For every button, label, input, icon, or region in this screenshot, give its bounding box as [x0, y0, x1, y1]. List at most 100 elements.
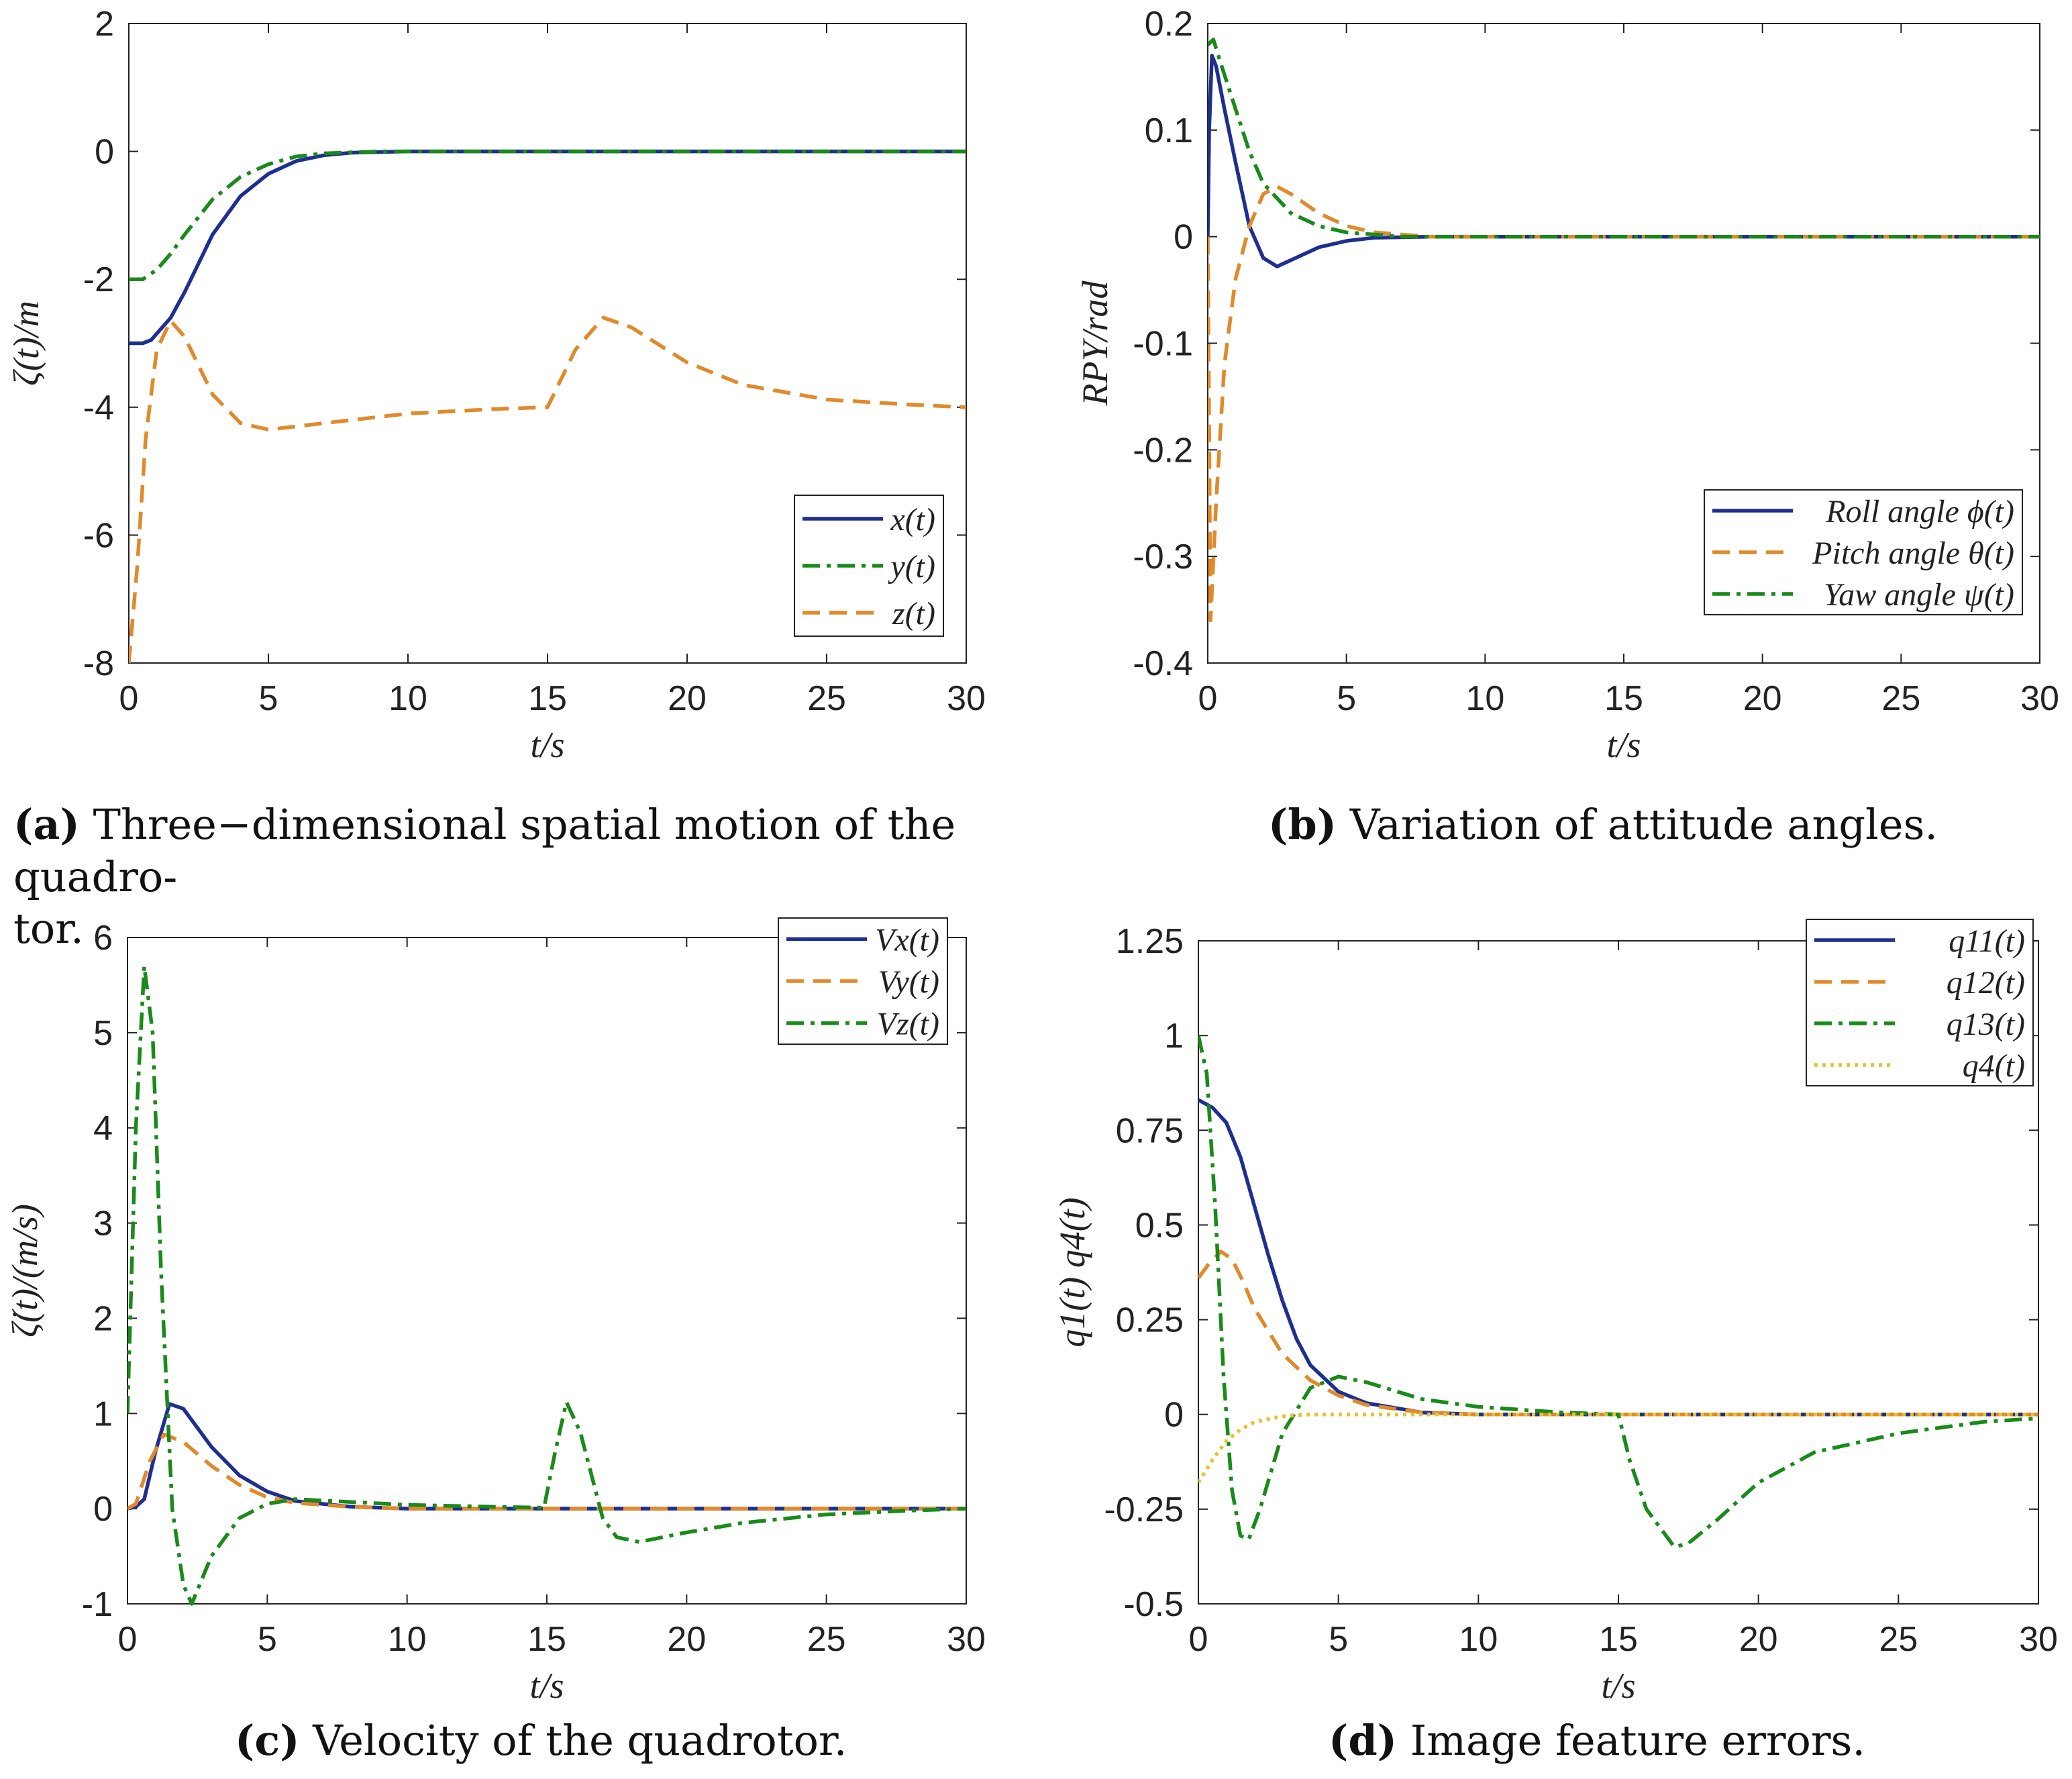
x-axis-label: t/s — [529, 1666, 564, 1706]
y-tick-label: 1 — [1164, 1017, 1184, 1056]
y-tick-label: -1 — [82, 1585, 113, 1624]
x-tick-label: 15 — [1604, 679, 1643, 718]
legend-label: q4(t) — [1963, 1048, 2025, 1084]
y-tick-label: 0.2 — [1145, 5, 1193, 44]
y-tick-label: 5 — [93, 1014, 113, 1053]
x-tick-label: 25 — [1881, 679, 1920, 718]
y-tick-label: 3 — [93, 1205, 113, 1243]
caption-d-letter: (d) — [1329, 1716, 1398, 1765]
x-tick-label: 10 — [389, 679, 427, 718]
y-tick-label: -8 — [83, 644, 114, 683]
x-tick-label: 15 — [527, 1620, 566, 1659]
y-tick-label: 1 — [93, 1394, 113, 1433]
chart-a: 0 5 10 15 20 25 30 -8 -6 -4 -2 0 2 t/s ζ(t)/m x(t) y(t) z… — [6, 5, 986, 765]
caption-d-text: Image feature errors. — [1410, 1716, 1866, 1765]
x-tick-label: 25 — [1879, 1620, 1918, 1659]
series-line-1 — [127, 1432, 966, 1511]
caption-d: (d) Image feature errors. — [1329, 1715, 1865, 1767]
series-line-1 — [1198, 1250, 2038, 1417]
x-tick-label: 20 — [1739, 1620, 1778, 1659]
legend-label: Pitch angle θ(t) — [1812, 536, 2014, 571]
x-tick-label: 30 — [947, 679, 986, 718]
series-line-0 — [127, 1402, 966, 1511]
caption-b-letter: (b) — [1268, 800, 1337, 849]
x-tick-label: 30 — [2020, 679, 2059, 718]
chart-b: 0 5 10 15 20 25 30 -0.4 -0.3 -0.2 -0.1 0 0.1 0.2 t/s RP… — [1075, 5, 2059, 765]
y-tick-label: 6 — [93, 919, 113, 958]
legend-label: y(t) — [887, 549, 935, 584]
series-line-1 — [129, 149, 966, 281]
x-tick-label: 5 — [259, 679, 278, 718]
legend-label: z(t) — [892, 596, 935, 631]
legend-label: q11(t) — [1949, 923, 2025, 959]
x-tick-label: 15 — [528, 679, 567, 718]
y-tick-label: -0.1 — [1133, 325, 1193, 364]
x-tick-label: 20 — [1743, 679, 1782, 718]
x-tick-label: 20 — [667, 1620, 706, 1659]
y-tick-label: 0 — [95, 133, 114, 172]
y-axis-label: q1(t) q4(t) — [1052, 1197, 1092, 1347]
y-tick-label: 4 — [93, 1109, 113, 1148]
x-tick-label: 10 — [1459, 1620, 1498, 1659]
x-axis-label: t/s — [530, 725, 564, 765]
x-tick-label: 30 — [2019, 1620, 2058, 1659]
x-tick-label: 25 — [807, 1620, 846, 1659]
x-tick-label: 5 — [1329, 1620, 1348, 1659]
y-tick-label: 1.25 — [1116, 922, 1184, 961]
series-line-2 — [127, 964, 966, 1606]
series-line-0 — [1208, 53, 2040, 268]
y-tick-label: 0 — [1174, 218, 1193, 257]
y-axis-label: ζ̇(t)/(m/s) — [5, 1204, 45, 1337]
legend-label: Yaw angle ψ(t) — [1824, 577, 2014, 613]
y-axis-label: RPY/rad — [1075, 280, 1115, 406]
caption-a-text2: tor. — [13, 904, 84, 953]
y-tick-label: 0 — [93, 1490, 113, 1529]
x-tick-label: 30 — [947, 1620, 986, 1659]
chart-c: 0 5 10 15 20 25 30-10123456t/sζ̇(t)/(m/s)Vx(t)… — [5, 917, 986, 1706]
y-tick-label: 2 — [95, 5, 114, 44]
legend-label: q13(t) — [1947, 1007, 2025, 1042]
caption-c-text: Velocity of the quadrotor. — [313, 1716, 847, 1765]
y-tick-label: 0 — [1164, 1396, 1184, 1435]
legend-box — [1806, 919, 2034, 1086]
caption-a-text: Three−dimensional spatial motion of the … — [13, 800, 956, 901]
caption-c-letter: (c) — [235, 1716, 300, 1765]
y-tick-label: -0.25 — [1104, 1490, 1184, 1529]
y-tick-label: -0.2 — [1133, 431, 1193, 470]
legend-label: Roll angle ϕ(t) — [1825, 494, 2014, 529]
y-tick-label: -0.5 — [1123, 1585, 1184, 1624]
series-line-0 — [1198, 1098, 2038, 1417]
x-tick-label: 10 — [388, 1620, 427, 1659]
series-line-0 — [129, 149, 966, 346]
x-tick-label: 0 — [119, 679, 139, 718]
x-axis-label: t/s — [1601, 1666, 1635, 1706]
x-tick-label: 15 — [1599, 1620, 1638, 1659]
chart-d: 0 5 10 15 20 25 30 -0.5 -0.25 0 0.25 0.5 0.75 1 1.25 t/… — [1052, 919, 2058, 1706]
caption-c: (c) Velocity of the quadrotor. — [235, 1715, 847, 1767]
y-tick-label: 0.25 — [1116, 1301, 1184, 1340]
x-tick-label: 20 — [668, 679, 707, 718]
y-tick-label: -0.4 — [1133, 644, 1193, 683]
y-tick-label: -0.3 — [1133, 538, 1193, 576]
legend-label: Vz(t) — [877, 1007, 939, 1042]
y-tick-label: 2 — [93, 1299, 113, 1338]
legend-label: x(t) — [890, 502, 935, 538]
y-tick-label: 0.1 — [1145, 111, 1193, 150]
series-line-2 — [1198, 1035, 2038, 1549]
legend-label: q12(t) — [1947, 965, 2025, 1001]
x-tick-label: 5 — [1337, 679, 1356, 718]
x-tick-label: 0 — [118, 1620, 138, 1659]
y-tick-label: -6 — [83, 516, 114, 555]
y-tick-label: -2 — [83, 260, 114, 299]
series-line-1 — [1208, 185, 2040, 623]
y-tick-label: 0.75 — [1116, 1111, 1184, 1150]
series-line-2 — [129, 315, 966, 664]
caption-a-letter: (a) — [13, 800, 80, 849]
caption-b: (b) Variation of attitude angles. — [1268, 799, 1938, 851]
legend-label: Vx(t) — [875, 922, 939, 958]
caption-a: (a) Three−dimensional spatial motion of … — [13, 799, 1033, 955]
x-tick-label: 0 — [1198, 679, 1218, 718]
x-tick-label: 10 — [1465, 679, 1504, 718]
series-line-3 — [1198, 1412, 2038, 1484]
